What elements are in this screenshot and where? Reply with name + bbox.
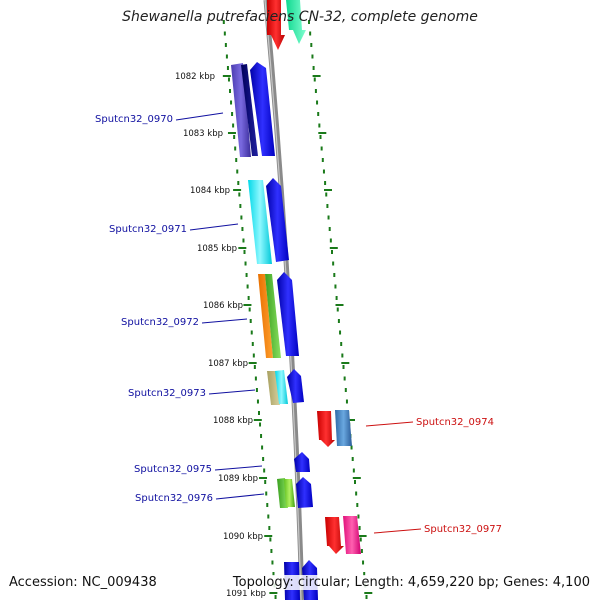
gene-leader-line <box>175 112 224 121</box>
kbp-labels: 1082 kbp 1083 kbp 1084 kbp 1085 kbp 1086 kbp… <box>175 72 266 599</box>
kbp-label: 1084 kbp <box>190 186 230 196</box>
gene-leader-line <box>208 389 256 395</box>
kbp-label: 1083 kbp <box>183 129 223 139</box>
gene-label-left[interactable]: Sputcn32_0972 <box>121 317 199 328</box>
gene-label-right[interactable]: Sputcn32_0974 <box>416 417 494 428</box>
kbp-label: 1087 kbp <box>208 359 248 369</box>
gene-feature-0974 <box>317 410 352 447</box>
genome-summary: Topology: circular; Length: 4,659,220 bp… <box>232 575 590 590</box>
kbp-label: 1088 kbp <box>213 416 253 426</box>
gene-feature-0970 <box>231 62 275 157</box>
gene-feature-0976 <box>277 477 313 508</box>
gene-feature-0973 <box>267 369 304 405</box>
gene-label-left[interactable]: Sputcn32_0976 <box>135 493 213 504</box>
gene-leader-line <box>189 223 239 231</box>
gene-label-left[interactable]: Sputcn32_0975 <box>134 464 212 475</box>
gene-labels: Sputcn32_0970 Sputcn32_0971 Sputcn32_0972 S… <box>95 112 502 535</box>
gene-leader-line <box>201 318 248 324</box>
map-title: Shewanella putrefaciens CN-32, complete … <box>122 9 478 25</box>
gene-leader-line <box>215 493 265 500</box>
gene-feature-top <box>267 0 306 50</box>
gene-feature-0975 <box>294 452 310 472</box>
gene-feature-0972 <box>258 272 299 358</box>
inner-tick-ruler <box>222 20 278 599</box>
gene-leader-line <box>214 465 263 471</box>
kbp-label: 1091 kbp <box>226 589 266 599</box>
gene-label-left[interactable]: Sputcn32_0973 <box>128 388 206 399</box>
kbp-label: 1086 kbp <box>203 301 243 311</box>
kbp-label: 1085 kbp <box>197 244 237 254</box>
gene-feature-0971 <box>248 178 289 264</box>
outer-tick-ruler <box>308 20 373 599</box>
accession-label: Accession: NC_009438 <box>9 575 157 590</box>
gene-leader-line <box>373 528 422 534</box>
gene-label-left[interactable]: Sputcn32_0971 <box>109 224 187 235</box>
gene-label-left[interactable]: Sputcn32_0970 <box>95 114 173 125</box>
gene-feature-0977 <box>325 516 361 554</box>
kbp-label: 1090 kbp <box>223 532 263 542</box>
gene-leader-line <box>365 421 414 427</box>
kbp-label: 1089 kbp <box>218 474 258 484</box>
gene-label-right[interactable]: Sputcn32_0977 <box>424 524 502 535</box>
kbp-label: 1082 kbp <box>175 72 215 82</box>
